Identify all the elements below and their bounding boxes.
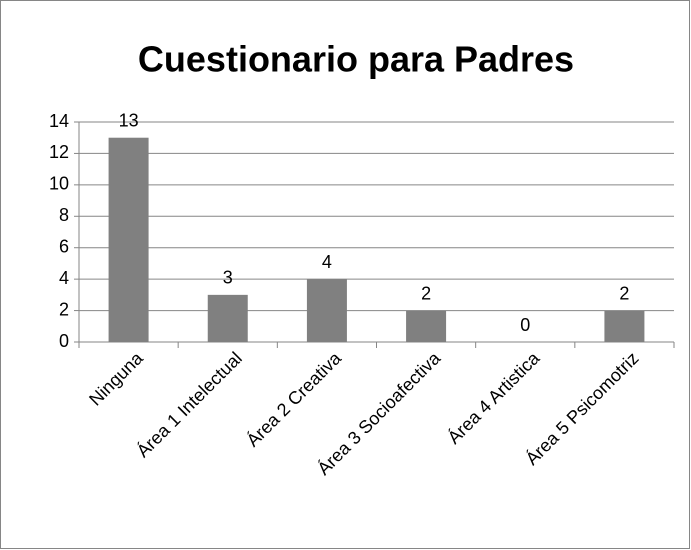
data-label: 0 — [520, 315, 530, 335]
y-tick-label: 8 — [59, 205, 69, 225]
data-label: 4 — [322, 252, 332, 272]
data-label: 3 — [223, 268, 233, 288]
y-tick-label: 4 — [59, 268, 69, 288]
bar — [604, 310, 645, 342]
y-tick-label: 12 — [49, 142, 69, 162]
bar — [306, 279, 347, 342]
data-label: 13 — [119, 110, 139, 130]
data-label: 2 — [619, 283, 629, 303]
chart-title: Cuestionario para Padres — [138, 39, 574, 80]
bar — [207, 294, 248, 342]
y-tick-label: 6 — [59, 236, 69, 256]
y-tick-label: 2 — [59, 299, 69, 319]
bar — [108, 137, 149, 342]
bar — [406, 310, 447, 342]
y-tick-label: 10 — [49, 174, 69, 194]
y-tick-label: 14 — [49, 111, 69, 131]
data-label: 2 — [421, 283, 431, 303]
y-tick-label: 0 — [59, 331, 69, 351]
